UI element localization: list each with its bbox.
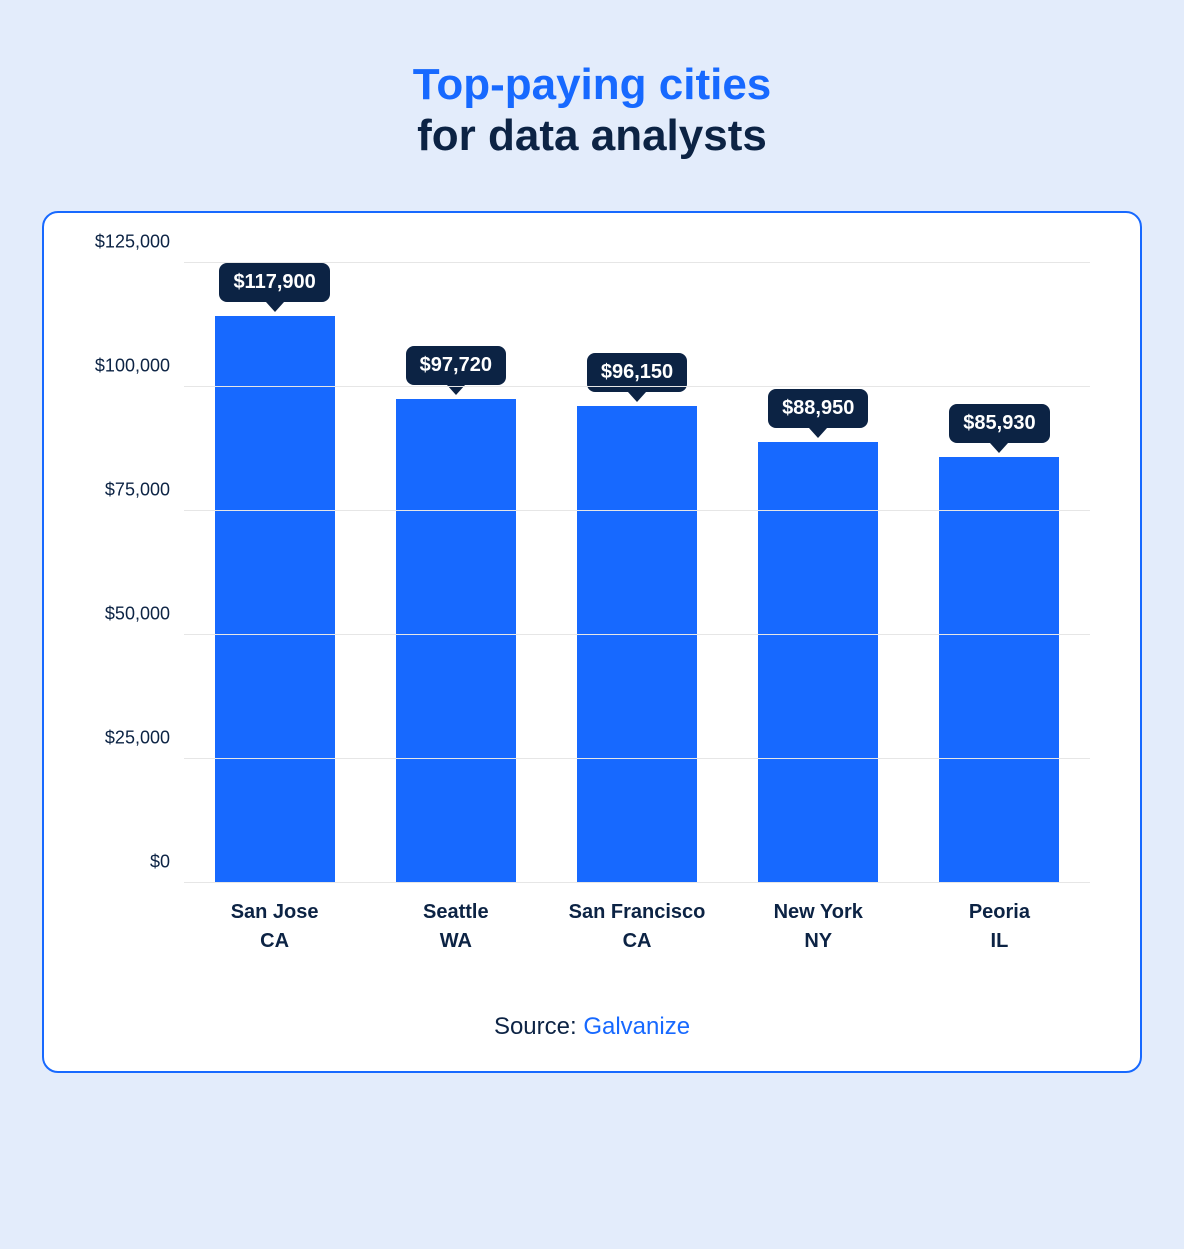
x-label-city: Peoria (909, 901, 1090, 924)
y-tick-label: $75,000 (105, 480, 170, 501)
x-label: Seattle WA (365, 901, 546, 953)
gridline (184, 758, 1090, 759)
x-label-state: CA (546, 930, 727, 953)
y-tick-label: $100,000 (95, 356, 170, 377)
x-label: New York NY (728, 901, 909, 953)
title-line-1: Top-paying cities (413, 60, 772, 111)
bar (215, 316, 335, 883)
source-link[interactable]: Galvanize (583, 1013, 690, 1040)
value-bubble: $88,950 (768, 389, 868, 428)
y-tick-label: $125,000 (95, 232, 170, 253)
bar (396, 399, 516, 884)
x-label-city: San Jose (184, 901, 365, 924)
plot-area: $117,900$97,720$96,150$88,950$85,930 $0$… (184, 263, 1090, 883)
x-label-state: WA (365, 930, 546, 953)
bar-slot: $88,950 (728, 263, 909, 883)
chart-card: $117,900 $97,720 $96,150 $88,950 $85,930 $0 $… (42, 211, 1142, 1073)
x-label-city: San Francisco (546, 901, 727, 924)
x-label-city: New York (728, 901, 909, 924)
y-tick-label: $25,000 (105, 728, 170, 749)
bar (939, 457, 1059, 883)
bar (577, 406, 697, 883)
page-container: Top-paying cities for data analysts $117… (0, 0, 1184, 1249)
chart-title: Top-paying cities for data analysts (413, 60, 772, 161)
x-label-state: IL (909, 930, 1090, 953)
title-line-2: for data analysts (413, 111, 772, 162)
y-tick-label: $0 (150, 852, 170, 873)
value-bubble: $97,720 (406, 346, 506, 385)
value-bubble: $85,930 (949, 404, 1049, 443)
gridline (184, 262, 1090, 263)
x-label-city: Seattle (365, 901, 546, 924)
x-label-state: CA (184, 930, 365, 953)
x-label: Peoria IL (909, 901, 1090, 953)
bars-row: $117,900 $97,720 $96,150 $88,950 $85,930 (184, 263, 1090, 883)
source-line: Source: Galvanize (84, 1013, 1100, 1041)
gridline (184, 510, 1090, 511)
gridline (184, 386, 1090, 387)
x-axis-labels: San JoseCASeattleWASan FranciscoCANew Yo… (184, 901, 1090, 953)
bar-slot: $96,150 (546, 263, 727, 883)
bar-slot: $97,720 (365, 263, 546, 883)
bar-slot: $117,900 (184, 263, 365, 883)
bar-slot: $85,930 (909, 263, 1090, 883)
x-label-state: NY (728, 930, 909, 953)
source-prefix: Source: (494, 1013, 583, 1040)
x-label: San Jose CA (184, 901, 365, 953)
bar (758, 442, 878, 883)
gridline (184, 634, 1090, 635)
gridline (184, 882, 1090, 883)
x-label: San Francisco CA (546, 901, 727, 953)
value-bubble: $117,900 (219, 263, 329, 302)
y-tick-label: $50,000 (105, 604, 170, 625)
